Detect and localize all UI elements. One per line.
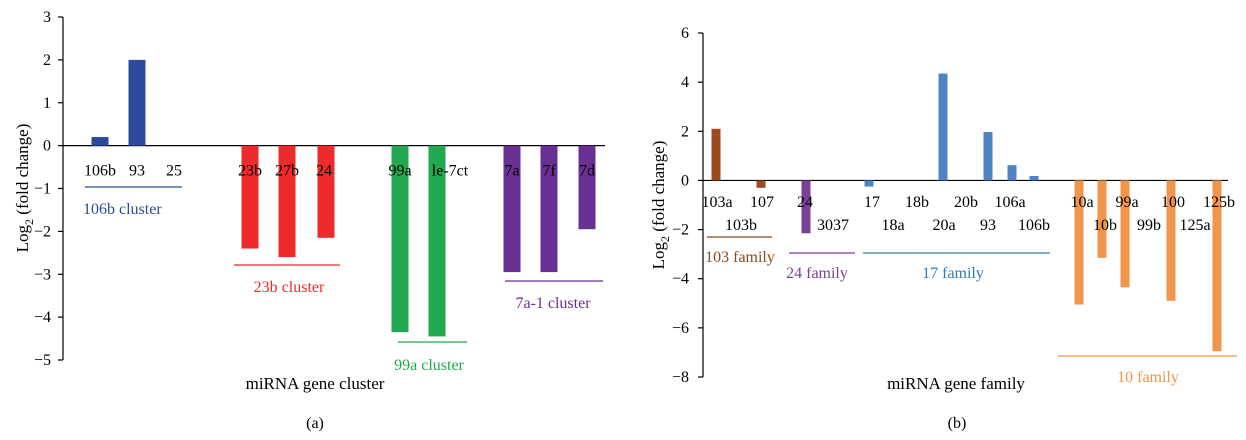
category-label-b: 18b [905, 194, 929, 211]
category-label-b: 18a [881, 217, 904, 234]
category-label-b: 100 [1161, 194, 1185, 211]
y-tick-label-b: −2 [672, 222, 689, 239]
category-label-b: 107 [750, 194, 774, 211]
panel-a: 3 2 1 0 −1 −2 −3 −4 −5 106b 93 25 23b 27b 24 99a le-7ct 7… [13, 9, 605, 432]
category-label-b: 24 [797, 194, 813, 211]
bar-125b [1212, 180, 1222, 352]
y-tick-label-a: −3 [34, 266, 51, 283]
category-label-a: le-7ct [432, 163, 469, 180]
bar-103a [711, 128, 721, 181]
y-tick-label-b: −4 [672, 271, 689, 288]
category-label-a: 27b [275, 163, 299, 180]
category-label-b: 10a [1070, 194, 1093, 211]
y-tick-label-b: 0 [681, 172, 689, 189]
bar-107 [756, 180, 766, 188]
x-axis-title-a: miRNA gene cluster [246, 374, 385, 393]
bar-7f [540, 145, 558, 273]
bar-99a [391, 145, 409, 333]
category-label-b: 125a [1179, 217, 1210, 234]
y-tick-label-a: −4 [34, 309, 51, 326]
category-label-a: 99a [388, 163, 411, 180]
y-tick-label-b: 2 [681, 123, 689, 140]
bar-106b [91, 137, 109, 146]
y-axis-title-a: Log2 (fold change) [13, 124, 36, 253]
category-label-b: 10b [1093, 217, 1117, 234]
y-tick-label-a: 3 [43, 9, 51, 26]
bar-10a [1074, 180, 1084, 305]
group-label-b: 24 family [786, 265, 848, 282]
group-label-a: 106b cluster [83, 201, 162, 218]
category-label-b: 99a [1115, 194, 1138, 211]
group-label-a: 23b cluster [254, 279, 325, 296]
bar-10b [1097, 180, 1107, 258]
y-tick-label-a: 1 [43, 95, 51, 112]
category-label-b: 20a [932, 217, 955, 234]
y-axis-title-b: Log2 (fold change) [649, 141, 672, 270]
category-label-b: 103b [725, 217, 757, 234]
y-tick-label-a: −1 [34, 181, 51, 198]
y-tick-label-a: 2 [43, 52, 51, 69]
category-label-b: 103a [701, 194, 732, 211]
category-label-a: 106b [84, 163, 116, 180]
category-label-b: 3037 [817, 217, 849, 234]
category-label-b: 17 [864, 194, 880, 211]
category-label-b: 125b [1203, 194, 1235, 211]
bar-le-7ct [428, 145, 446, 337]
bar-100 [1166, 180, 1176, 301]
category-label-b: 106b [1018, 217, 1050, 234]
category-label-a: 7f [542, 163, 556, 180]
x-axis-title-b: miRNA gene family [887, 374, 1025, 393]
panel-label-b: (b) [948, 415, 967, 432]
category-label-b: 106a [994, 194, 1025, 211]
y-tick-label-b: 4 [681, 74, 689, 91]
group-label-b: 103 family [705, 249, 775, 266]
y-tick-label-a: 0 [43, 138, 51, 155]
category-label-b: 99b [1137, 217, 1161, 234]
bar-7a [503, 145, 521, 273]
category-label-a: 7d [579, 163, 595, 180]
bar-99a [1120, 180, 1130, 288]
bar-106b [1029, 176, 1039, 181]
bar-24 [801, 180, 811, 234]
bar-93 [983, 132, 993, 181]
group-label-a: 99a cluster [394, 357, 464, 374]
category-label-a: 23b [238, 163, 262, 180]
group-label-b: 10 family [1117, 369, 1179, 386]
bar-20a [938, 73, 948, 181]
y-tick-label-a: −2 [34, 223, 51, 240]
category-label-a: 7a [504, 163, 519, 180]
category-label-a: 25 [166, 163, 182, 180]
y-tick-label-b: −8 [672, 369, 689, 386]
bar-106a [1007, 165, 1017, 181]
category-label-a: 93 [129, 163, 145, 180]
category-label-b: 93 [980, 217, 996, 234]
y-tick-label-a: −5 [34, 352, 51, 369]
bar-24 [317, 145, 335, 238]
y-tick-label-b: −6 [672, 320, 689, 337]
y-tick-label-b: 6 [681, 25, 689, 42]
bar-27b [278, 145, 296, 258]
bar-7d [578, 145, 596, 230]
bar-18a [864, 180, 874, 187]
bar-93 [128, 59, 146, 146]
group-label-a: 7a-1 cluster [515, 295, 591, 312]
panel-label-a: (a) [306, 415, 324, 432]
bar-23b [241, 145, 259, 249]
group-label-b: 17 family [922, 265, 984, 282]
category-label-b: 20b [954, 194, 978, 211]
category-label-a: 24 [316, 163, 332, 180]
